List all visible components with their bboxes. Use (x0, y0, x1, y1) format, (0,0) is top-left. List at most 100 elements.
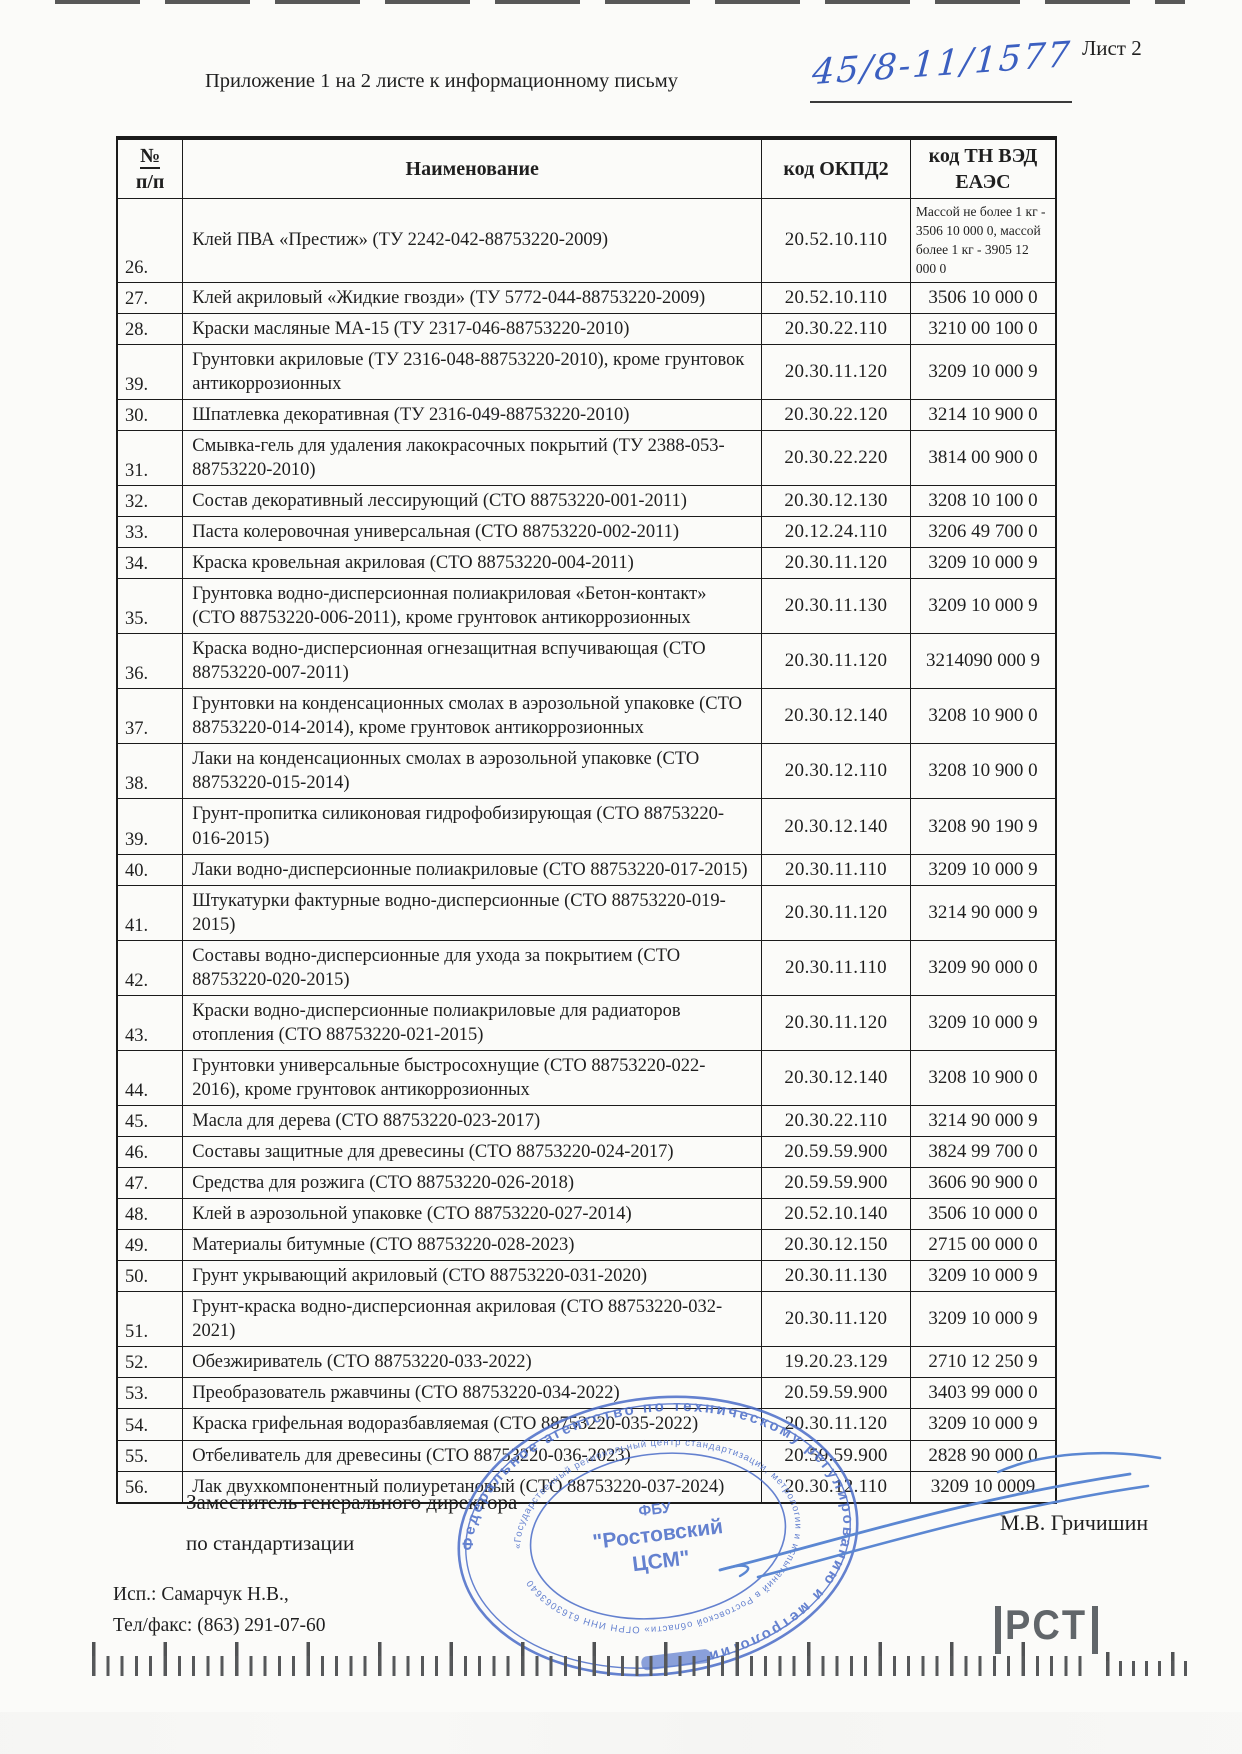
cell-name: Грунтовки акриловые (ТУ 2316-048-8875322… (182, 343, 763, 400)
cell-name: Составы водно-дисперсионные для ухода за… (182, 939, 763, 996)
cell-num: 56. (116, 1470, 184, 1504)
cell-num: 38. (116, 743, 184, 800)
stamp-inner-ring (529, 1452, 787, 1620)
cell-num: 47. (116, 1167, 184, 1200)
cell-okpd2: 20.52.10.110 (761, 198, 911, 283)
cell-tnved: 3214090 000 9 (909, 633, 1057, 690)
header-tnved-line1: код ТН ВЭД (928, 145, 1038, 167)
header-name: Наименование (182, 137, 763, 199)
signer-position-line2: по стандартизации (186, 1531, 355, 1555)
cell-tnved: 3214 10 900 0 (909, 398, 1057, 431)
cell-okpd2: 20.30.22.120 (761, 398, 911, 431)
cell-tnved: Массой не более 1 кг - 3506 10 000 0, ма… (909, 198, 1057, 283)
cell-num: 36. (116, 633, 184, 690)
cell-okpd2: 20.30.22.110 (761, 1104, 911, 1138)
cell-name: Грунт-пропитка силиконовая гидрофобизиру… (182, 798, 763, 855)
header-tnved-line2: ЕАЭС (955, 171, 1011, 193)
cell-num: 45. (116, 1104, 184, 1138)
rst-mark: РСТ (995, 1603, 1099, 1654)
cell-num: 26. (116, 198, 184, 283)
cell-num: 50. (116, 1260, 184, 1293)
cell-okpd2: 20.30.11.120 (761, 994, 911, 1051)
table-row: 28. Краски масляные МА-15 (ТУ 2317-046-88… (116, 312, 1057, 345)
executor-line: Исп.: Самарчук Н.В., (113, 1584, 289, 1605)
scanner-ruler-ticks-tail (1106, 1652, 1188, 1676)
cell-tnved: 2828 90 000 0 (909, 1439, 1057, 1472)
cell-tnved: 3506 10 000 0 (909, 1198, 1057, 1231)
cell-num: 39. (116, 798, 184, 855)
cell-name: Грунт укрывающий акриловый (СТО 88753220… (182, 1260, 763, 1293)
cell-num: 39. (116, 343, 184, 400)
cell-name: Составы защитные для древесины (СТО 8875… (182, 1136, 763, 1169)
cell-okpd2: 20.30.11.120 (761, 1291, 911, 1348)
cell-okpd2: 20.30.12.110 (761, 1470, 911, 1504)
cell-name: Лаки на конденсационных смолах в аэрозол… (182, 743, 763, 800)
table-row: 52. Обезжириватель (СТО 88753220-033-2022… (116, 1346, 1057, 1379)
signature (718, 1451, 1162, 1579)
cell-tnved: 3209 10 0009 (909, 1470, 1057, 1504)
cell-tnved: 3209 10 000 9 (909, 1408, 1057, 1441)
appendix-title: Приложение 1 на 2 листе к информационном… (205, 70, 678, 92)
scan-edge-artifact (55, 0, 1185, 4)
cell-tnved: 3208 10 900 0 (909, 743, 1057, 800)
cell-num: 54. (116, 1408, 184, 1441)
cell-name: Клей акриловый «Жидкие гвозди» (ТУ 5772-… (182, 281, 763, 314)
cell-name: Клей ПВА «Престиж» (ТУ 2242-042-88753220… (182, 198, 763, 283)
table-row: 54. Краска грифельная водоразбавляемая (С… (116, 1408, 1057, 1441)
cell-okpd2: 20.30.22.110 (761, 312, 911, 345)
table-row: 37. Грунтовки на конденсационных смолах в… (116, 688, 1057, 745)
table-row: 49. Материалы битумные (СТО 88753220-028-… (116, 1229, 1057, 1262)
table-row: 31. Смывка-гель для удаления лакокрасочны… (116, 429, 1057, 486)
table-row: 32. Состав декоративный лессирующий (СТО … (116, 484, 1057, 518)
cell-okpd2: 20.59.59.900 (761, 1439, 911, 1472)
cell-num: 28. (116, 312, 184, 345)
round-stamp: Федеральное агентство по техническому ре… (444, 1376, 872, 1694)
cell-name: Паста колеровочная универсальная (СТО 88… (182, 515, 763, 549)
cell-tnved: 3208 10 900 0 (909, 1049, 1057, 1106)
table-row: 55. Отбеливатель для древесины (СТО 88753… (116, 1439, 1057, 1472)
cell-name: Масла для дерева (СТО 88753220-023-2017) (182, 1104, 763, 1138)
cell-okpd2: 20.30.11.120 (761, 547, 911, 580)
phone-line: Тел/факс: (863) 291-07-60 (113, 1615, 326, 1636)
cell-tnved: 3209 10 000 9 (909, 343, 1057, 400)
cell-okpd2: 20.52.10.140 (761, 1198, 911, 1231)
cell-tnved: 3214 90 000 9 (909, 884, 1057, 941)
cell-name: Штукатурки фактурные водно-дисперсионные… (182, 884, 763, 941)
cell-num: 34. (116, 547, 184, 580)
cell-okpd2: 20.30.11.120 (761, 884, 911, 941)
table-row: 50. Грунт укрывающий акриловый (СТО 88753… (116, 1260, 1057, 1293)
cell-okpd2: 20.12.24.110 (761, 515, 911, 549)
table-row: 27. Клей акриловый «Жидкие гвозди» (ТУ 57… (116, 281, 1057, 314)
table-row: 35. Грунтовка водно-дисперсионная полиакр… (116, 578, 1057, 635)
cell-tnved: 3814 00 900 0 (909, 429, 1057, 486)
cell-okpd2: 20.30.12.140 (761, 688, 911, 745)
table-row: 34. Краска кровельная акриловая (СТО 8875… (116, 547, 1057, 580)
cell-tnved: 3208 10 900 0 (909, 688, 1057, 745)
table-row: 41. Штукатурки фактурные водно-дисперсион… (116, 884, 1057, 941)
cell-num: 46. (116, 1136, 184, 1169)
cell-name: Смывка-гель для удаления лакокрасочных п… (182, 429, 763, 486)
cell-name: Грунтовки на конденсационных смолах в аэ… (182, 688, 763, 745)
cell-name: Грунт-краска водно-дисперсионная акрилов… (182, 1291, 763, 1348)
cell-num: 31. (116, 429, 184, 486)
cell-okpd2: 20.30.11.120 (761, 1408, 911, 1441)
table-row: 56. Лак двухкомпонентный полиуретановый (… (116, 1470, 1057, 1504)
cell-num: 48. (116, 1198, 184, 1231)
cell-num: 27. (116, 281, 184, 314)
cell-num: 32. (116, 484, 184, 518)
cell-okpd2: 20.30.11.120 (761, 633, 911, 690)
header-num-sign: № (140, 145, 161, 169)
signer-position-line1: Заместитель генерального директора (186, 1490, 518, 1514)
cell-okpd2: 20.59.59.900 (761, 1377, 911, 1410)
table-row: 51. Грунт-краска водно-дисперсионная акри… (116, 1291, 1057, 1348)
cell-num: 37. (116, 688, 184, 745)
cell-okpd2: 20.30.11.130 (761, 1260, 911, 1293)
table-header-row: № п/п Наименование код ОКПД2 код ТН ВЭД … (116, 137, 1057, 199)
cell-name: Краски масляные МА-15 (ТУ 2317-046-88753… (182, 312, 763, 345)
cell-num: 55. (116, 1439, 184, 1472)
header-okpd2: код ОКПД2 (761, 137, 911, 199)
cell-tnved: 3209 90 000 0 (909, 939, 1057, 996)
table-row: 45. Масла для дерева (СТО 88753220-023-20… (116, 1104, 1057, 1138)
cell-okpd2: 20.30.22.220 (761, 429, 911, 486)
cell-okpd2: 20.59.59.900 (761, 1167, 911, 1200)
